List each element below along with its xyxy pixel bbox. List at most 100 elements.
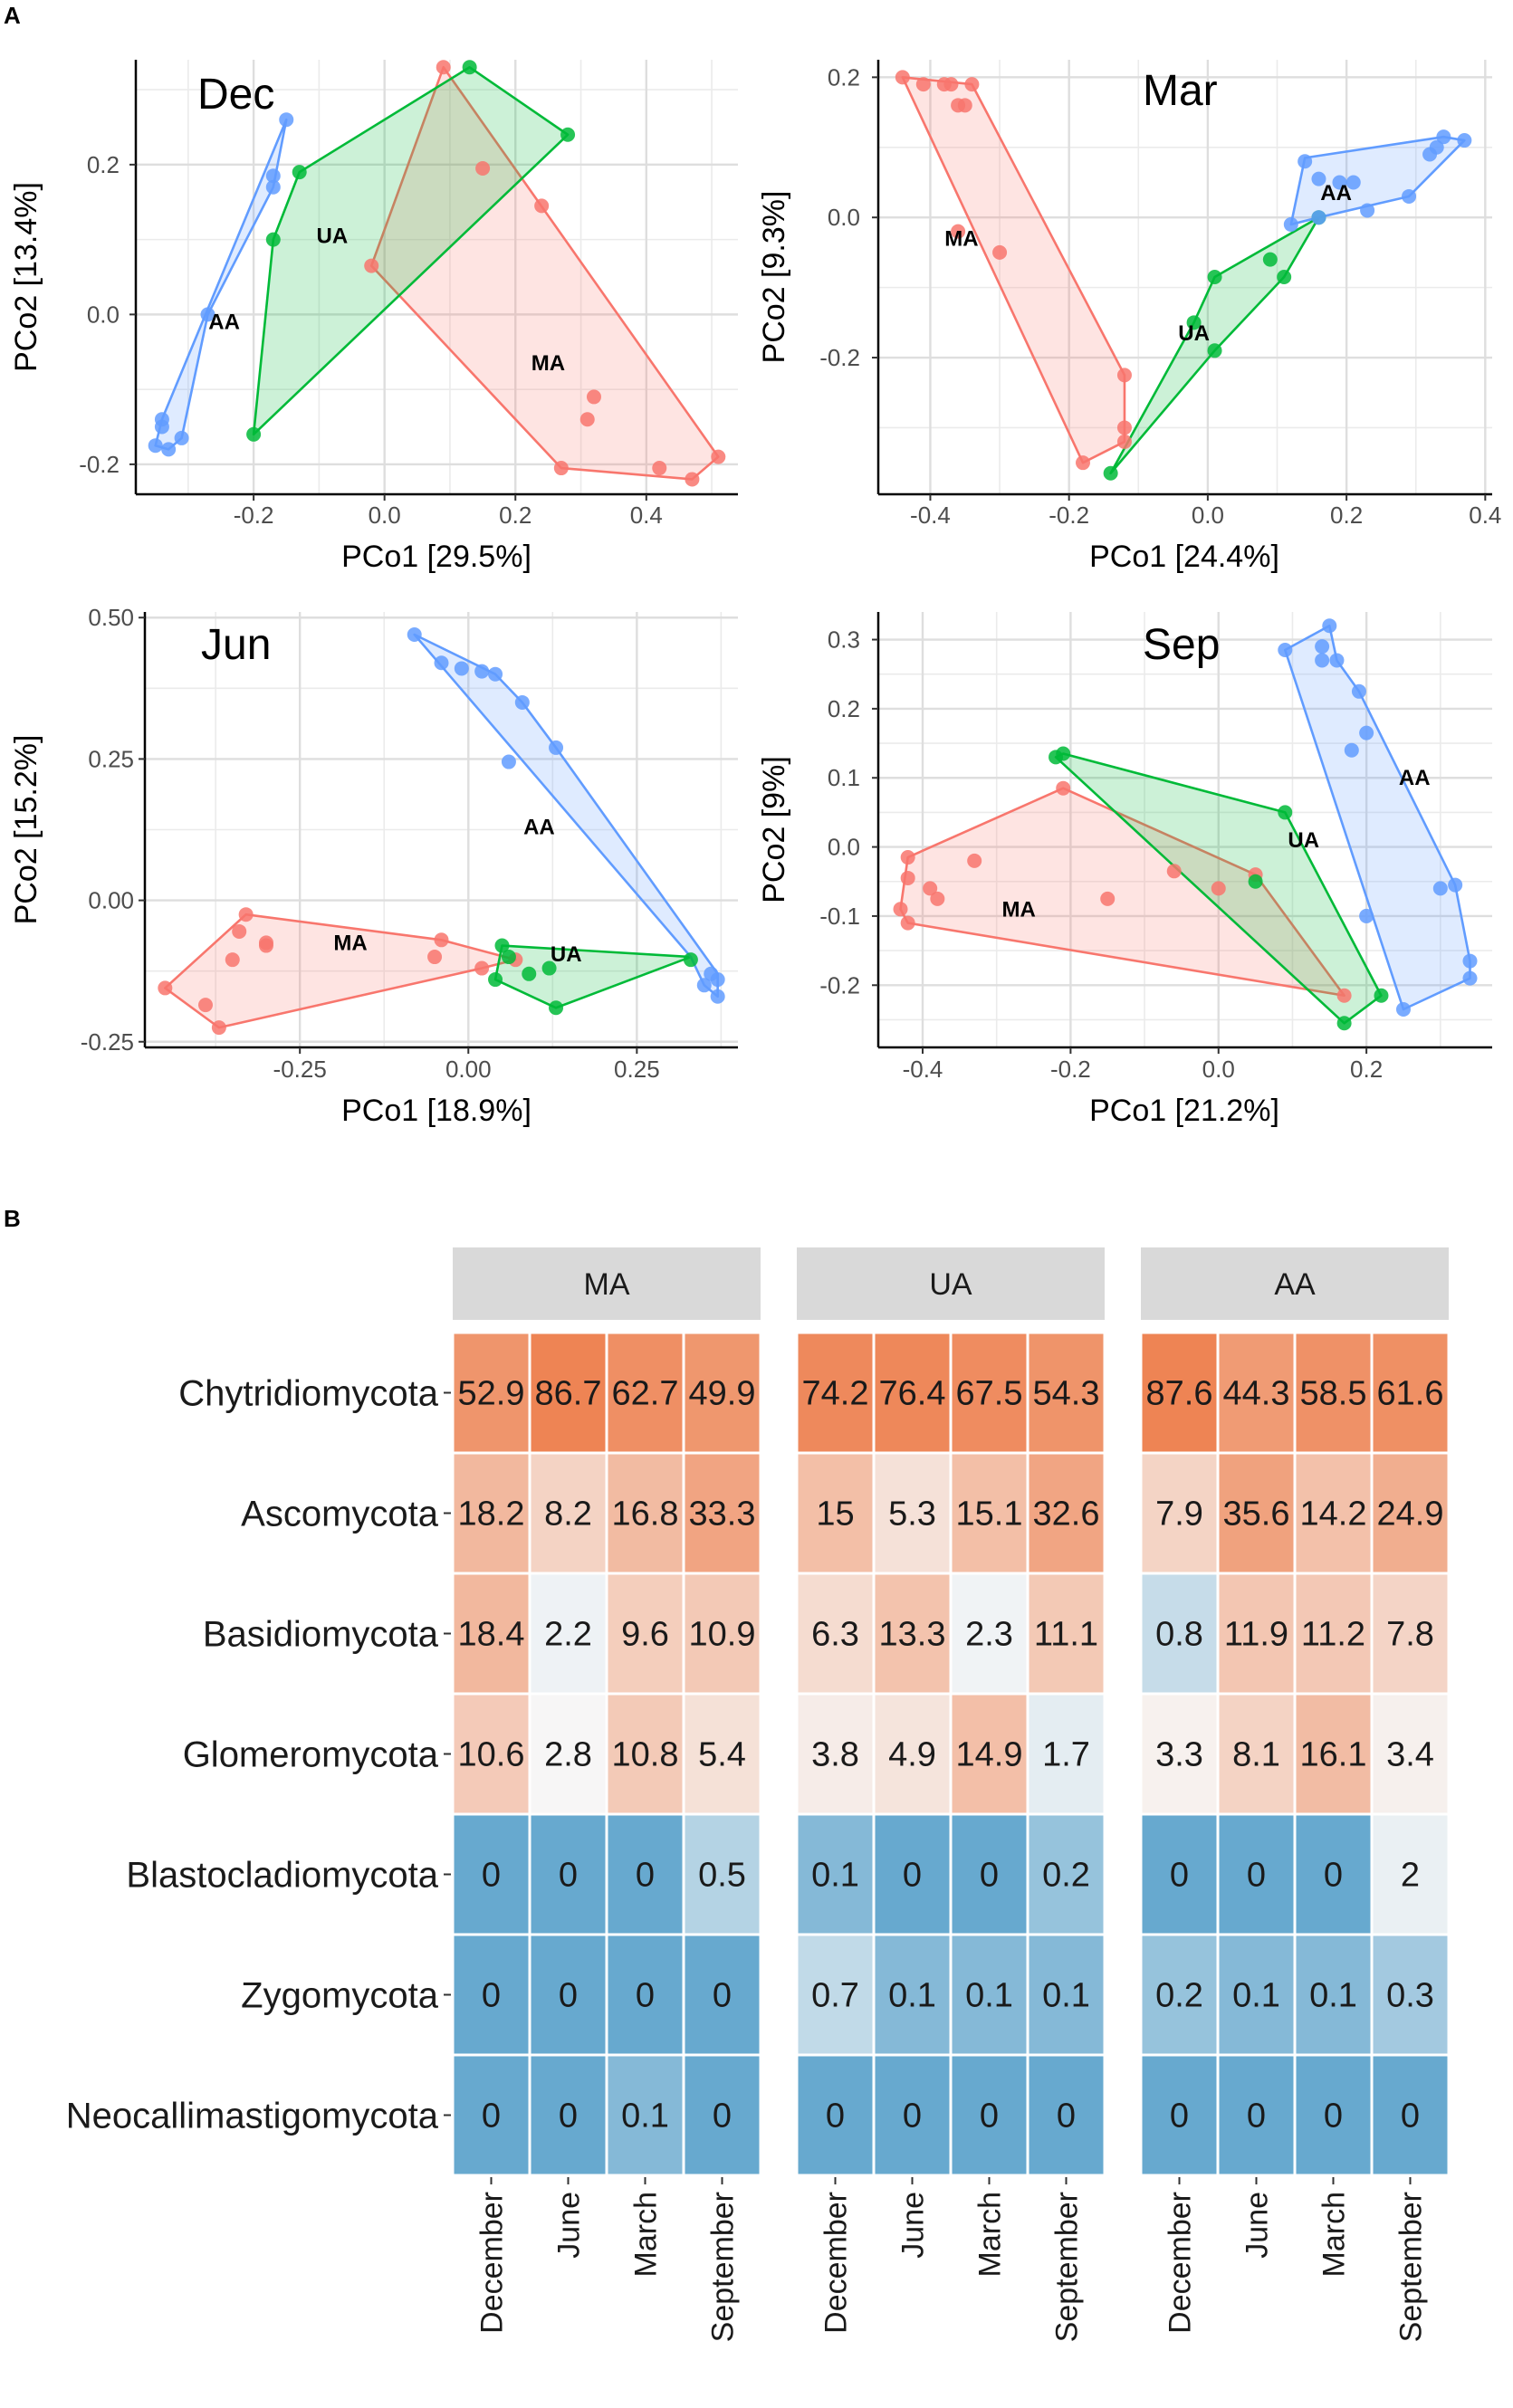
point-ma [1116,368,1132,383]
point-ma [900,915,915,931]
cell-value: 1.7 [1042,1736,1090,1774]
y-tick-label: 0.2 [828,63,860,91]
point-aa [501,754,516,769]
row-label: Ascomycota [241,1495,439,1534]
heatmap-cell [1370,1331,1451,1455]
cell-value: 7.8 [1386,1616,1434,1654]
point-ma [258,938,273,953]
heatmap-cell [1293,1451,1374,1575]
column-label: September [1050,2192,1085,2342]
y-axis-title: PCo2 [13.4%] [9,182,43,372]
y-axis-title: PCo2 [15.2%] [9,735,43,925]
cell-value: 0.1 [621,2097,669,2136]
point-aa [1436,129,1451,145]
cell-value: 0 [713,1977,732,2015]
heatmap-cell [451,1451,531,1575]
point-ma [586,389,601,405]
point-ua [1207,343,1222,358]
point-ma [197,998,213,1013]
point-aa [1315,653,1330,668]
column-label: June [1240,2192,1275,2259]
y-tick-label: -0.2 [819,344,860,371]
point-ua [1056,746,1071,761]
heatmap-cell [528,1933,608,2057]
heatmap-cell [795,1572,876,1696]
heatmap-cell [605,2053,685,2177]
heatmap-cell [1139,1933,1220,2057]
heatmap-cell [682,2053,762,2177]
heatmap-cell [1026,1451,1106,1575]
heatmap-cell [1293,2053,1374,2177]
group-label-ua: UA [1178,321,1210,346]
point-ma [893,902,908,917]
point-aa [1311,171,1326,186]
heatmap-cell [528,1572,608,1696]
heatmap-cell [949,1933,1029,2057]
hull-ma [369,65,720,481]
point-ua [1262,252,1278,267]
heatmap-cell [1293,1933,1374,2057]
y-tick-label: 0.0 [828,834,860,861]
point-aa [1422,147,1438,162]
plot-title: Jun [201,621,271,669]
heatmap-cell [1216,1812,1297,1936]
heatmap-cell [682,1812,762,1936]
point-aa [148,438,163,454]
heatmap-cell [1370,1933,1451,2057]
point-aa [407,626,422,642]
point-ma [474,960,490,976]
cell-value: 87.6 [1146,1375,1213,1413]
cell-value: 4.9 [888,1736,936,1774]
point-ma [434,932,449,948]
column-label: March [1317,2192,1352,2277]
group-label-ma: MA [531,351,565,376]
point-ma [1116,434,1132,449]
point-ma [652,461,667,476]
point-ua [1278,805,1293,820]
cell-value: 61.6 [1377,1375,1444,1413]
point-ma [964,77,980,92]
row-label: Blastocladiomycota [126,1856,438,1896]
column-label: March [629,2192,664,2277]
heatmap-cell [1026,1812,1106,1936]
cell-value: 0.3 [1386,1977,1434,2015]
y-tick-label: -0.2 [79,451,120,478]
cell-value: 67.5 [956,1375,1023,1413]
cell-value: 2.8 [544,1736,592,1774]
cell-value: 15 [816,1495,854,1534]
heatmap-cell [528,1451,608,1575]
point-aa [279,112,294,128]
cell-value: 2.2 [544,1616,592,1654]
column-label: September [706,2192,741,2342]
cell-value: 18.2 [458,1495,525,1534]
point-ua [501,950,516,965]
point-ma [951,224,966,239]
y-tick-label: 0.0 [87,301,120,328]
facet-strip-label: UA [929,1267,972,1302]
x-tick-label: 0.2 [499,502,531,529]
point-ua [560,127,576,142]
heatmap-cell [605,1933,685,2057]
cell-value: 0 [482,1857,501,1895]
heatmap-cell [872,1812,953,1936]
point-ma [923,881,938,896]
point-aa [161,442,177,457]
heatmap-cell [451,1692,531,1816]
point-aa [200,307,215,322]
group-label-ma: MA [333,931,367,955]
cell-value: 0.1 [1309,1977,1357,2015]
cell-value: 0.1 [811,1857,859,1895]
facet-strip-label: MA [584,1267,630,1302]
column-label: December [475,2192,510,2334]
point-aa [514,694,530,710]
point-ma [232,923,247,939]
x-axis-title: PCo1 [24.4%] [1089,540,1279,574]
point-ma [364,258,379,273]
point-ma [1336,988,1352,1003]
heatmap-cell [949,2053,1029,2177]
heatmap-cell [795,1933,876,2057]
point-ua [292,165,307,180]
y-tick-label: 0.1 [828,764,860,791]
cell-value: 0 [1247,1857,1266,1895]
group-label-aa: AA [523,815,555,839]
